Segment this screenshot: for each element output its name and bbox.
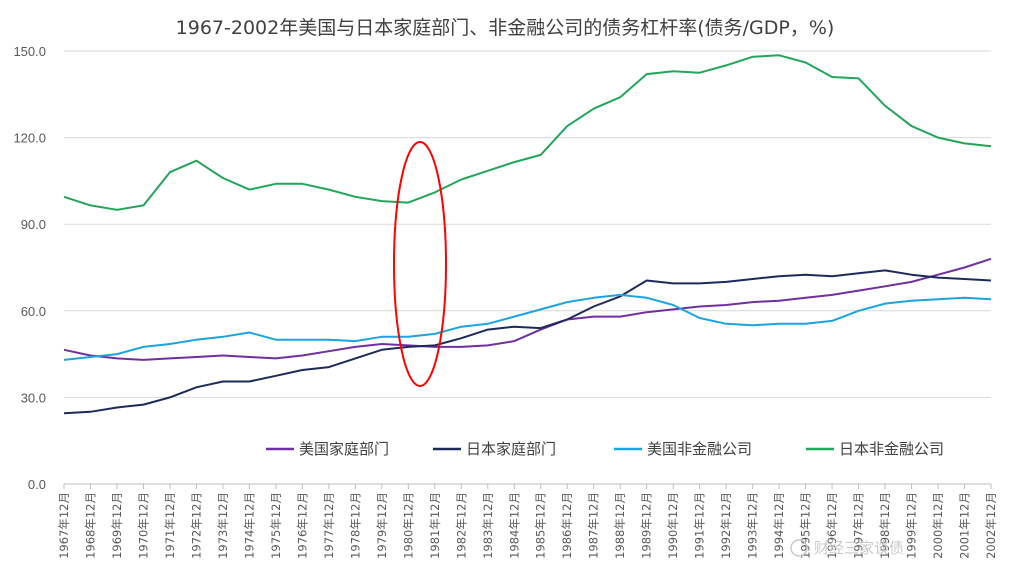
x-tick-label: 1984年12月: [507, 492, 521, 559]
series-lines: [63, 54, 992, 415]
x-tick-label: 2002年12月: [984, 492, 998, 559]
x-tick-label: 1982年12月: [454, 492, 468, 559]
series-line-1: [63, 269, 992, 415]
y-tick-label: 90.0: [21, 217, 46, 232]
x-tick-label: 1976年12月: [295, 492, 309, 559]
y-tick-label: 30.0: [21, 390, 46, 405]
y-tick-label: 150.0: [13, 44, 46, 59]
x-tick-label: 1997年12月: [852, 492, 866, 559]
series-line-3: [63, 54, 992, 211]
wechat-icon: [790, 539, 808, 557]
gridlines: [64, 50, 991, 485]
series-line-0: [63, 257, 992, 361]
x-axis: 1967年12月 1968年12月 1969年12月 1970年12月 1971年12月…: [57, 484, 998, 559]
x-tick-label: 1983年12月: [481, 492, 495, 559]
x-tick-label: 1994年12月: [772, 492, 786, 559]
x-tick-label: 1971年12月: [163, 492, 177, 559]
x-tick-label: 2000年12月: [931, 492, 945, 559]
x-tick-label: 1968年12月: [83, 492, 97, 559]
x-tick-label: 1995年12月: [799, 492, 813, 559]
x-tick-label: 1985年12月: [534, 492, 548, 559]
x-tick-label: 1987年12月: [587, 492, 601, 559]
x-tick-label: 1999年12月: [905, 492, 919, 559]
x-tick-label: 2001年12月: [958, 492, 972, 559]
x-tick-label: 1977年12月: [322, 492, 336, 559]
legend-label-1: 日本家庭部门: [466, 440, 556, 458]
y-tick-label: 60.0: [21, 304, 46, 319]
x-tick-label: 1978年12月: [348, 492, 362, 559]
chart-title: 1967-2002年美国与日本家庭部门、非金融公司的债务杠杆率(债务/GDP，%…: [176, 17, 835, 39]
x-tick-label: 1992年12月: [719, 492, 733, 559]
x-tick-label: 1967年12月: [57, 492, 71, 559]
series-line-2: [63, 293, 992, 361]
x-tick-label: 1989年12月: [640, 492, 654, 559]
x-tick-label: 1993年12月: [746, 492, 760, 559]
x-tick-label: 1998年12月: [878, 492, 892, 559]
x-tick-label: 1975年12月: [269, 492, 283, 559]
x-tick-label: 1970年12月: [136, 492, 150, 559]
x-tick-label: 1972年12月: [189, 492, 203, 559]
watermark-text: 财经三家谈债: [814, 539, 904, 557]
x-tick-label: 1990年12月: [666, 492, 680, 559]
x-tick-label: 1979年12月: [375, 492, 389, 559]
x-tick-label: 1974年12月: [242, 492, 256, 559]
x-tick-label: 1981年12月: [428, 492, 442, 559]
x-tick-label: 1996年12月: [825, 492, 839, 559]
highlight-ellipse: [393, 141, 447, 387]
x-tick-label: 1988年12月: [613, 492, 627, 559]
x-tick-label: 1973年12月: [216, 492, 230, 559]
legend-label-3: 日本非金融公司: [839, 440, 944, 458]
y-tick-label: 0.0: [28, 477, 46, 492]
x-tick-label: 1986年12月: [560, 492, 574, 559]
legend-label-2: 美国非金融公司: [647, 440, 752, 458]
x-tick-label: 1969年12月: [110, 492, 124, 559]
y-axis: 0.0 30.0 60.0 90.0 120.0 150.0: [13, 44, 46, 492]
watermark: 财经三家谈债: [790, 539, 904, 557]
x-tick-label: 1980年12月: [401, 492, 415, 559]
legend-label-0: 美国家庭部门: [299, 440, 389, 458]
y-tick-label: 120.0: [13, 131, 46, 146]
x-tick-label: 1991年12月: [693, 492, 707, 559]
legend: 美国家庭部门 日本家庭部门 美国非金融公司 日本非金融公司: [266, 440, 944, 458]
